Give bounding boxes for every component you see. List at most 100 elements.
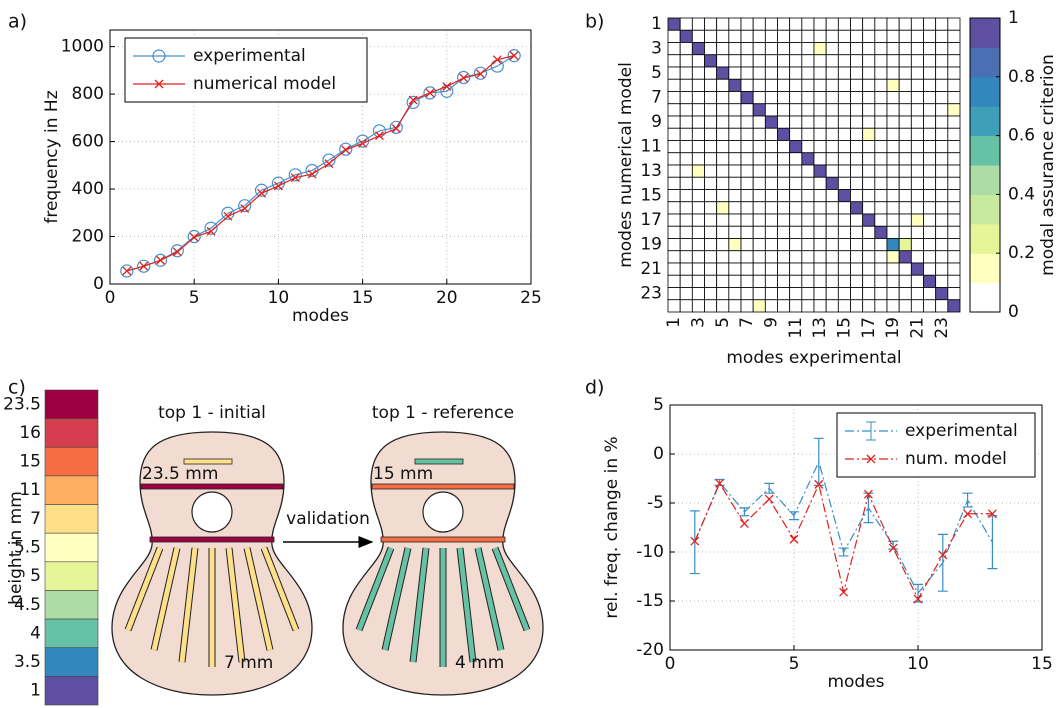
heatmap-cell <box>825 164 839 178</box>
heatmap-cell <box>813 225 827 239</box>
heatmap-cell <box>898 274 912 288</box>
scale-swatch <box>44 561 99 591</box>
marker <box>139 261 149 271</box>
heatmap-cell <box>789 299 803 313</box>
scale-swatch <box>44 647 99 677</box>
heatmap-cell <box>752 42 766 56</box>
heatmap-cell <box>777 299 791 313</box>
colorbar-tick-label: 0.2 <box>1008 243 1035 263</box>
heatmap-cell <box>728 17 742 31</box>
fan-brace <box>356 547 394 631</box>
heatmap-cell <box>740 140 754 154</box>
heatmap-cell <box>740 91 754 105</box>
heatmap-cell <box>813 42 827 56</box>
heatmap-cell <box>813 299 827 313</box>
heatmap-cell <box>777 274 791 288</box>
error-bar <box>764 482 775 494</box>
heatmap-cell <box>874 54 888 68</box>
heatmap-cell <box>716 42 730 56</box>
heatmap-cell <box>777 29 791 43</box>
heatmap-cell <box>728 250 742 264</box>
heatmap-cell <box>752 225 766 239</box>
heatmap-cell <box>740 176 754 190</box>
heatmap-cell <box>789 274 803 288</box>
heatmap-cell <box>910 299 924 313</box>
error-bar <box>739 507 750 517</box>
heatmap-cell <box>740 299 754 313</box>
heatmap-cell <box>825 42 839 56</box>
heatmap-cell <box>704 299 718 313</box>
marker <box>476 69 485 79</box>
heatmap-cell <box>947 189 961 203</box>
heatmap-cell <box>862 262 876 276</box>
heatmap-cell <box>825 54 839 68</box>
heatmap-cell <box>801 103 815 117</box>
heatmap-cell <box>752 164 766 178</box>
error-bar <box>689 510 700 575</box>
heatmap-cell <box>825 250 839 264</box>
heatmap-cell <box>667 17 681 31</box>
heatmap-cell <box>667 201 681 215</box>
marker <box>507 49 521 63</box>
y-tick-label: 5 <box>651 63 662 83</box>
marker <box>814 479 824 489</box>
heatmap-cell <box>910 250 924 264</box>
heatmap-cell <box>898 262 912 276</box>
heatmap-cell <box>923 152 937 166</box>
heatmap-cell <box>850 201 864 215</box>
y-tick-label: 7 <box>651 88 662 108</box>
heatmap-cell <box>777 176 791 190</box>
heatmap-cell <box>728 287 742 301</box>
heatmap-cell <box>764 127 778 141</box>
heatmap-cell <box>752 152 766 166</box>
heatmap-cell <box>837 140 851 154</box>
heatmap-cell <box>886 103 900 117</box>
marker <box>341 145 351 155</box>
x-tick-label: 19 <box>883 317 903 339</box>
x-tick-label: 13 <box>810 317 830 339</box>
fan-brace <box>179 547 198 663</box>
heatmap-cell <box>728 152 742 166</box>
scale-label: 15 <box>19 452 41 472</box>
heatmap-cell <box>910 225 924 239</box>
heatmap-cell <box>850 54 864 68</box>
plot-frame <box>109 29 532 285</box>
heatmap-cell <box>850 91 864 105</box>
heatmap-cell <box>691 66 705 80</box>
heatmap-cell <box>764 103 778 117</box>
heatmap-cell <box>874 127 888 141</box>
heatmap-cell <box>874 29 888 43</box>
marker <box>963 509 973 519</box>
heatmap-cell <box>777 127 791 141</box>
heatmap-cell <box>667 54 681 68</box>
x-tick-label: 15 <box>834 317 854 339</box>
heatmap-cell <box>764 189 778 203</box>
heatmap-cell <box>850 262 864 276</box>
scale-swatch <box>44 676 99 706</box>
heatmap-cell <box>923 164 937 178</box>
colorbar-step <box>970 223 1000 254</box>
heatmap-cell <box>801 225 815 239</box>
heatmap-cell <box>837 17 851 31</box>
heatmap-cell <box>947 103 961 117</box>
heatmap-cell <box>825 201 839 215</box>
heatmap-cell <box>667 29 681 43</box>
heatmap-cell <box>679 262 693 276</box>
heatmap-cell <box>862 152 876 166</box>
heatmap-cell <box>740 66 754 80</box>
heatmap-cell <box>923 238 937 252</box>
heatmap-cell <box>764 225 778 239</box>
heatmap-cell <box>777 262 791 276</box>
marker <box>492 55 502 65</box>
y-axis-label: modes numerical model <box>616 62 636 268</box>
heatmap-cell <box>704 274 718 288</box>
heatmap-cell <box>716 274 730 288</box>
heatmap-cell <box>886 287 900 301</box>
heatmap-cell <box>910 127 924 141</box>
heatmap-cell <box>679 42 693 56</box>
heatmap-cell <box>947 115 961 129</box>
marker <box>423 86 437 100</box>
heatmap-cell <box>764 42 778 56</box>
x-tick-label: 5 <box>713 317 733 328</box>
heatmap-cell <box>910 54 924 68</box>
